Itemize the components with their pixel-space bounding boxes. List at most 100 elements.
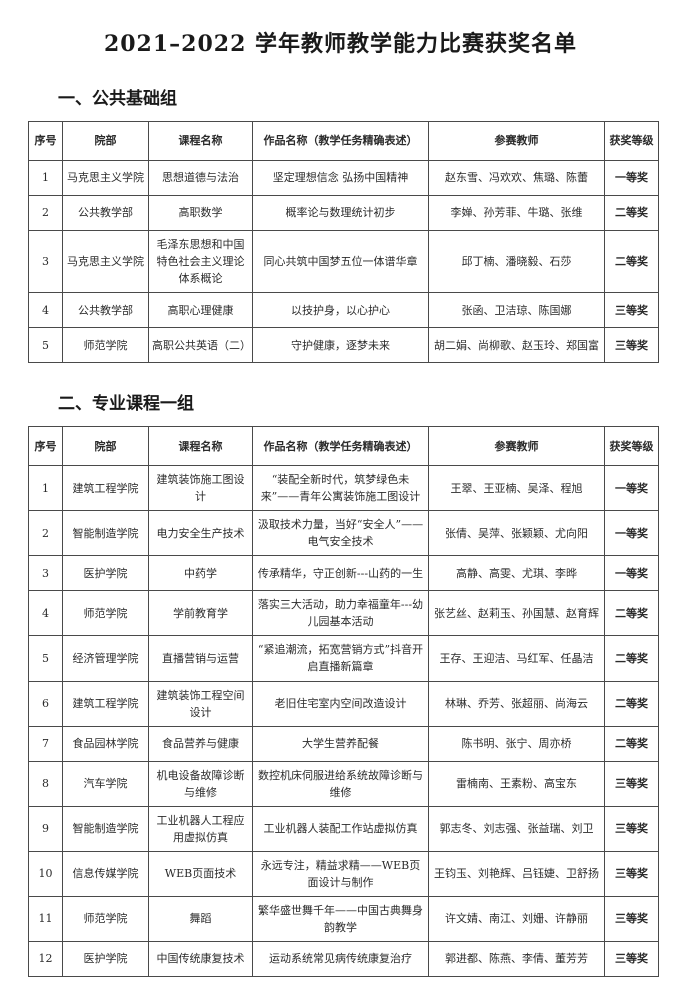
table-row: 4 师范学院 学前教育学 落实三大活动，助力幸福童年---幼儿园基本活动 张艺丝、赵莉玉… — [28, 590, 659, 637]
department-cell: 医护学院 — [62, 555, 149, 592]
work-name-cell: 老旧住宅室内空间改造设计 — [252, 680, 429, 727]
row-number-cell: 2 — [28, 510, 63, 557]
header-row: 序号 院部 课程名称 作品名称（教学任务精确表述） 参赛教师 获奖等级 — [28, 121, 659, 161]
column-header-course-name: 课程名称 — [148, 121, 253, 161]
table-row: 1 建筑工程学院 建筑装饰施工图设计 “装配全新时代，筑梦绿色未来”——青年公寓装饰施… — [28, 465, 659, 512]
table-row: 5 师范学院 高职公共英语（二） 守护健康，逐梦未来 胡二娟、尚柳歌、赵玉玲、郑国富 三等… — [28, 327, 659, 364]
row-number-cell: 5 — [28, 635, 63, 682]
row-number-cell: 12 — [28, 940, 63, 977]
course-name-cell: 思想道德与法治 — [148, 160, 253, 196]
row-number-cell: 1 — [28, 465, 63, 512]
department-cell: 智能制造学院 — [62, 805, 149, 852]
award-level-cell: 三等奖 — [604, 895, 659, 942]
work-name-cell: 以技护身，以心护心 — [252, 292, 429, 329]
column-header-work-name: 作品名称（教学任务精确表述） — [252, 426, 429, 467]
teachers-cell: 张倩、吴萍、张颖颖、尤向阳 — [428, 510, 605, 557]
row-number-cell: 2 — [28, 195, 63, 231]
column-header-course-name: 课程名称 — [148, 426, 253, 467]
award-level-cell: 二等奖 — [604, 725, 659, 762]
row-number-cell: 8 — [28, 760, 63, 807]
table-row: 10 信息传媒学院 WEB页面技术 永远专注，精益求精——WEB页面设计与制作 王钧玉、… — [28, 850, 659, 897]
column-header-teachers: 参赛教师 — [428, 121, 605, 161]
department-cell: 马克思主义学院 — [62, 229, 149, 294]
work-name-cell: 工业机器人装配工作站虚拟仿真 — [252, 805, 429, 852]
table-row: 2 智能制造学院 电力安全生产技术 汲取技术力量，当好“安全人”——电气安全技术 张倩、… — [28, 510, 659, 557]
department-cell: 汽车学院 — [62, 760, 149, 807]
award-level-cell: 二等奖 — [604, 195, 659, 231]
row-number-cell: 3 — [28, 555, 63, 592]
course-name-cell: 工业机器人工程应用虚拟仿真 — [148, 805, 253, 852]
award-level-cell: 三等奖 — [604, 327, 659, 364]
course-name-cell: 舞蹈 — [148, 895, 253, 942]
column-header-row-number: 序号 — [28, 426, 63, 467]
row-number-cell: 6 — [28, 680, 63, 727]
award-table-professional-course-group-1: 序号 院部 课程名称 作品名称（教学任务精确表述） 参赛教师 获奖等级 1 建筑工程学院 建筑… — [28, 426, 659, 977]
row-number-cell: 4 — [28, 590, 63, 637]
teachers-cell: 张艺丝、赵莉玉、孙国慧、赵育辉 — [428, 590, 605, 637]
table-row: 5 经济管理学院 直播营销与运营 “紧追潮流，拓宽营销方式”抖音开启直播新篇章 王存、王… — [28, 635, 659, 682]
teachers-cell: 郭进都、陈燕、李倩、董芳芳 — [428, 940, 605, 977]
work-name-cell: 同心共筑中国梦五位一体谱华章 — [252, 229, 429, 294]
teachers-cell: 邱丁楠、潘晓毅、石莎 — [428, 229, 605, 294]
department-cell: 马克思主义学院 — [62, 160, 149, 196]
work-name-cell: 大学生营养配餐 — [252, 725, 429, 762]
work-name-cell: 繁华盛世舞千年——中国古典舞身韵教学 — [252, 895, 429, 942]
row-number-cell: 4 — [28, 292, 63, 329]
department-cell: 师范学院 — [62, 590, 149, 637]
teachers-cell: 林琳、乔芳、张超丽、尚海云 — [428, 680, 605, 727]
department-cell: 师范学院 — [62, 895, 149, 942]
teachers-cell: 李婵、孙芳菲、牛璐、张维 — [428, 195, 605, 231]
teachers-cell: 赵东雪、冯欢欢、焦璐、陈蕾 — [428, 160, 605, 196]
course-name-cell: WEB页面技术 — [148, 850, 253, 897]
column-header-department: 院部 — [62, 121, 149, 161]
work-name-cell: “紧追潮流，拓宽营销方式”抖音开启直播新篇章 — [252, 635, 429, 682]
department-cell: 建筑工程学院 — [62, 680, 149, 727]
department-cell: 建筑工程学院 — [62, 465, 149, 512]
work-name-cell: “装配全新时代，筑梦绿色未来”——青年公寓装饰施工图设计 — [252, 465, 429, 512]
teachers-cell: 王存、王迎洁、马红军、任晶洁 — [428, 635, 605, 682]
course-name-cell: 高职公共英语（二） — [148, 327, 253, 364]
course-name-cell: 中国传统康复技术 — [148, 940, 253, 977]
work-name-cell: 汲取技术力量，当好“安全人”——电气安全技术 — [252, 510, 429, 557]
table-row: 11 师范学院 舞蹈 繁华盛世舞千年——中国古典舞身韵教学 许文婧、南江、刘姗、许静丽三… — [28, 895, 659, 942]
row-number-cell: 7 — [28, 725, 63, 762]
row-number-cell: 9 — [28, 805, 63, 852]
course-name-cell: 学前教育学 — [148, 590, 253, 637]
course-name-cell: 机电设备故障诊断与维修 — [148, 760, 253, 807]
teachers-cell: 胡二娟、尚柳歌、赵玉玲、郑国富 — [428, 327, 605, 364]
work-name-cell: 永远专注，精益求精——WEB页面设计与制作 — [252, 850, 429, 897]
row-number-cell: 5 — [28, 327, 63, 364]
column-header-row-number: 序号 — [28, 121, 63, 161]
department-cell: 食品园林学院 — [62, 725, 149, 762]
teachers-cell: 雷楠南、王素粉、高宝东 — [428, 760, 605, 807]
column-header-teachers: 参赛教师 — [428, 426, 605, 467]
work-name-cell: 落实三大活动，助力幸福童年---幼儿园基本活动 — [252, 590, 429, 637]
course-name-cell: 电力安全生产技术 — [148, 510, 253, 557]
work-name-cell: 坚定理想信念 弘扬中国精神 — [252, 160, 429, 196]
award-level-cell: 一等奖 — [604, 465, 659, 512]
row-number-cell: 11 — [28, 895, 63, 942]
award-level-cell: 二等奖 — [604, 229, 659, 294]
department-cell: 公共教学部 — [62, 195, 149, 231]
course-name-cell: 食品营养与健康 — [148, 725, 253, 762]
department-cell: 经济管理学院 — [62, 635, 149, 682]
row-number-cell: 10 — [28, 850, 63, 897]
table-row: 8 汽车学院 机电设备故障诊断与维修 数控机床伺服进给系统故障诊断与维修 雷楠南、王素粉… — [28, 760, 659, 807]
column-header-work-name: 作品名称（教学任务精确表述） — [252, 121, 429, 161]
course-name-cell: 毛泽东思想和中国特色社会主义理论体系概论 — [148, 229, 253, 294]
page-title: 2021–2022 学年教师教学能力比赛获奖名单 — [103, 31, 578, 57]
work-name-cell: 运动系统常见病传统康复治疗 — [252, 940, 429, 977]
row-number-cell: 1 — [28, 160, 63, 196]
teachers-cell: 许文婧、南江、刘姗、许静丽 — [428, 895, 605, 942]
award-level-cell: 三等奖 — [604, 940, 659, 977]
section-heading-professional-course-group-1: 二、专业课程一组 — [58, 394, 194, 415]
course-name-cell: 高职数学 — [148, 195, 253, 231]
award-level-cell: 二等奖 — [604, 635, 659, 682]
work-name-cell: 数控机床伺服进给系统故障诊断与维修 — [252, 760, 429, 807]
table-row: 9 智能制造学院 工业机器人工程应用虚拟仿真 工业机器人装配工作站虚拟仿真 郭志冬、刘志… — [28, 805, 659, 852]
department-cell: 医护学院 — [62, 940, 149, 977]
award-level-cell: 二等奖 — [604, 590, 659, 637]
table-row: 4 公共教学部 高职心理健康 以技护身，以心护心 张函、卫洁琼、陈国娜 三等奖 — [28, 292, 659, 329]
work-name-cell: 传承精华，守正创新---山药的一生 — [252, 555, 429, 592]
course-name-cell: 直播营销与运营 — [148, 635, 253, 682]
